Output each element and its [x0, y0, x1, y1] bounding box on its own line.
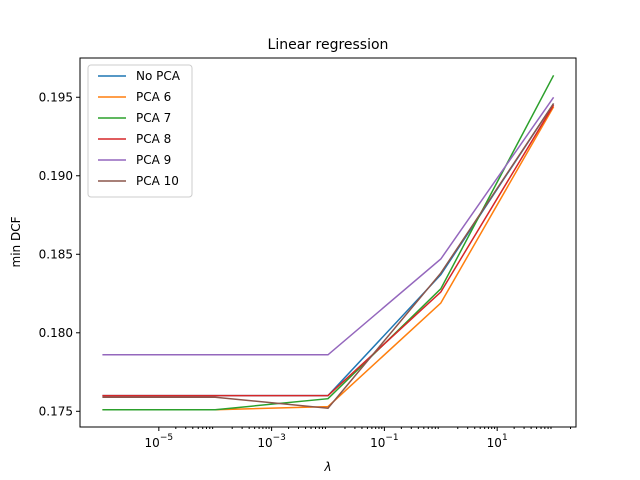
series-line-5: [102, 103, 555, 409]
plot-frame: [79, 57, 577, 428]
legend-label: PCA 8: [136, 132, 171, 146]
x-axis-title: λ: [323, 460, 331, 474]
plot-lines: [102, 74, 555, 411]
x-tick-label: 10−3: [257, 433, 286, 450]
y-axis: 0.175 0.180 0.185 0.190 0.195: [39, 90, 80, 418]
legend-label: No PCA: [136, 69, 181, 83]
legend-label: PCA 6: [136, 90, 171, 104]
legend-label: PCA 10: [136, 174, 179, 188]
legend: No PCA PCA 6 PCA 7 PCA 8 PCA 9 PCA 10: [87, 64, 193, 198]
y-tick-label: 0.180: [39, 326, 73, 340]
x-tick-label: 10−5: [145, 433, 174, 450]
legend-label: PCA 7: [136, 111, 171, 125]
y-tick-label: 0.175: [39, 404, 73, 418]
x-tick-label: 101: [487, 433, 508, 450]
legend-label: PCA 9: [136, 153, 171, 167]
y-tick-label: 0.190: [39, 169, 73, 183]
legend-box: [87, 64, 193, 198]
y-tick-label: 0.195: [39, 90, 73, 104]
chart-title: Linear regression: [268, 37, 389, 53]
series-line-4: [102, 96, 555, 356]
x-tick-label: 10−1: [370, 433, 399, 450]
y-axis-title: min DCF: [9, 216, 23, 267]
x-axis: 10−5 10−3 10−1 101: [145, 427, 572, 450]
y-tick-label: 0.185: [39, 247, 73, 261]
series-line-3: [102, 104, 555, 397]
